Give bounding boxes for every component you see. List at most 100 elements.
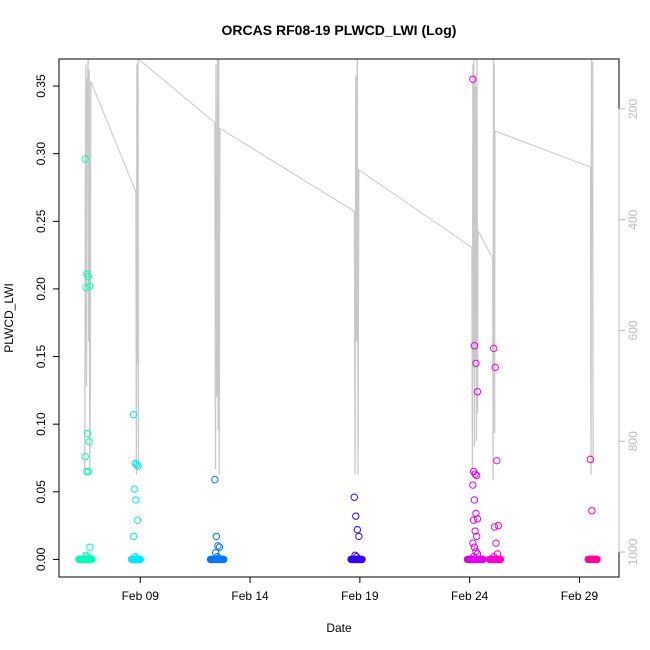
series-6: [584, 455, 601, 564]
data-point: [132, 554, 141, 562]
data-point: [350, 493, 358, 501]
series-1: [127, 411, 144, 564]
y-tick-label: 0.10: [34, 412, 48, 436]
series-4: [463, 75, 487, 564]
x-tick-label: Feb 24: [451, 589, 489, 603]
data-point: [129, 532, 138, 541]
data-point: [469, 516, 478, 524]
y-tick-label: 0.15: [34, 345, 48, 369]
series-3: [347, 493, 366, 564]
x-axis-label: Date: [326, 621, 352, 635]
pressure-flight-1: [135, 59, 140, 475]
x-axis: Feb 09 Feb 14 Feb 19 Feb 24 Feb 29: [122, 577, 599, 603]
data-point: [469, 539, 477, 547]
data-point: [86, 282, 94, 290]
data-point: [352, 553, 361, 561]
data-point: [132, 461, 141, 469]
data-point: [130, 485, 139, 493]
data-point: [471, 470, 479, 478]
y-tick-label: 0.05: [34, 480, 48, 504]
chart-title: ORCAS RF08-19 PLWCD_LWI (Log): [222, 22, 457, 38]
data-point: [86, 543, 94, 551]
data-point: [490, 344, 498, 353]
data-point: [470, 496, 479, 504]
data-point: [81, 452, 89, 461]
data-point: [469, 481, 477, 489]
data-point: [586, 455, 595, 464]
right-tick-label: 600: [626, 320, 640, 340]
pressure-trace: [83, 59, 594, 481]
data-point: [491, 363, 499, 372]
data-point: [214, 542, 222, 550]
data-point: [134, 462, 142, 470]
x-tick-label: Feb 19: [341, 589, 379, 603]
y-axis: 0.00 0.05 0.10 0.15 0.20 0.25 0.30 0.35: [34, 74, 59, 571]
data-point: [85, 438, 93, 446]
data-point: [490, 523, 499, 531]
data-point: [469, 75, 477, 83]
x-tick-label: Feb 14: [231, 589, 269, 603]
data-point: [593, 555, 601, 564]
right-tick-label: 800: [626, 431, 640, 451]
data-point: [472, 359, 480, 368]
pressure-flight-5: [492, 59, 496, 481]
y-tick-label: 0.00: [34, 547, 48, 571]
data-point: [82, 283, 90, 292]
data-point: [81, 155, 89, 163]
data-point: [129, 411, 138, 419]
data-point: [473, 515, 482, 523]
pressure-ferry-4: [477, 230, 494, 259]
data-point: [211, 475, 219, 484]
data-point: [472, 532, 481, 541]
y-tick-label: 0.25: [34, 209, 48, 233]
series-2: [206, 475, 228, 564]
pressure-ferry-0: [90, 80, 137, 193]
y-tick-label: 0.30: [34, 142, 48, 166]
data-point: [212, 532, 221, 541]
x-tick-label: Feb 29: [561, 589, 599, 603]
data-point: [211, 548, 220, 557]
data-point: [215, 543, 224, 551]
data-point: [492, 539, 500, 547]
data-point: [133, 516, 142, 524]
series-5: [485, 344, 505, 564]
data-point: [83, 429, 92, 438]
y-axis-label: PLWCD_LWI: [2, 283, 16, 353]
data-point: [473, 388, 482, 396]
data-point: [84, 273, 93, 281]
data-point: [472, 471, 481, 480]
right-tick-label: 1000: [626, 538, 640, 565]
right-axis: 200 400 600 800 1000: [618, 99, 640, 565]
right-tick-label: 200: [626, 99, 640, 119]
series-0: [75, 155, 96, 564]
data-point: [471, 527, 479, 535]
pressure-ferry-1: [138, 59, 216, 124]
data-point: [353, 525, 362, 534]
data-point: [472, 509, 480, 518]
data-point: [469, 553, 478, 561]
pressure-flight-6: [589, 59, 594, 475]
data-point: [493, 456, 501, 465]
pressure-flight-0: [83, 59, 92, 475]
data-point: [83, 553, 92, 561]
data-point: [214, 554, 223, 562]
pressure-flight-2: [214, 59, 221, 475]
data-point: [352, 512, 360, 520]
data-points: [75, 75, 601, 564]
pressure-ferry-3: [358, 169, 473, 248]
pressure-ferry-2: [219, 127, 355, 212]
data-point: [490, 553, 498, 561]
data-point: [588, 507, 596, 515]
plot-frame: [58, 58, 620, 578]
data-point: [84, 467, 93, 476]
right-tick-label: 400: [626, 209, 640, 229]
y-tick-label: 0.35: [34, 74, 48, 98]
y-tick-label: 0.20: [34, 277, 48, 301]
data-point: [85, 554, 93, 562]
x-tick-label: Feb 09: [122, 589, 160, 603]
data-point: [220, 555, 228, 564]
data-point: [213, 553, 221, 561]
pressure-flight-4: [471, 59, 479, 475]
data-point: [351, 551, 359, 560]
